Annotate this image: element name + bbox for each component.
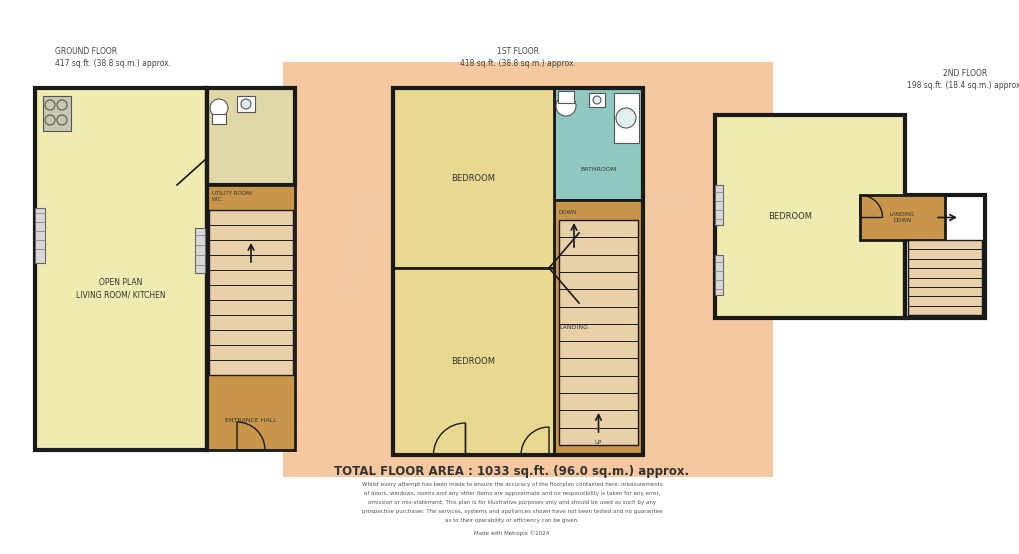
Text: LANDING: LANDING: [558, 325, 587, 330]
Bar: [207, 88, 294, 185]
Text: as to their operability or efficiency can be given.: as to their operability or efficiency ca…: [444, 518, 579, 523]
Bar: [714, 115, 904, 318]
Text: ENTRANCE HALL: ENTRANCE HALL: [225, 418, 276, 423]
Text: 2ND FLOOR
198 sq.ft. (18.4 sq.m.) approx.: 2ND FLOOR 198 sq.ft. (18.4 sq.m.) approx…: [906, 69, 1019, 90]
Bar: [195, 228, 205, 273]
Bar: [613, 93, 638, 143]
Text: omission or mis-statement. This plan is for illustrative purposes only and shoul: omission or mis-statement. This plan is …: [368, 500, 655, 505]
Text: Whilst every attempt has been made to ensure the accuracy of the floorplan conta: Whilst every attempt has been made to en…: [362, 482, 661, 487]
Text: GROUND FLOOR
417 sq.ft. (38.8 sq.m.) approx.: GROUND FLOOR 417 sq.ft. (38.8 sq.m.) app…: [55, 47, 171, 68]
Bar: [35, 208, 45, 263]
Text: prospective purchaser. The services, systems and appliances shown have not been : prospective purchaser. The services, sys…: [362, 509, 661, 514]
Bar: [392, 268, 553, 455]
Bar: [714, 255, 722, 295]
Bar: [209, 210, 292, 375]
Text: OPEN PLAN
LIVING ROOM/ KITCHEN: OPEN PLAN LIVING ROOM/ KITCHEN: [76, 278, 166, 300]
Bar: [907, 240, 981, 315]
Text: Made with Metropix ©2024: Made with Metropix ©2024: [474, 530, 549, 536]
Text: TOTAL FLOOR AREA : 1033 sq.ft. (96.0 sq.m.) approx.: TOTAL FLOOR AREA : 1033 sq.ft. (96.0 sq.…: [334, 465, 689, 479]
Text: BEDROOM: BEDROOM: [451, 173, 495, 182]
Bar: [859, 195, 944, 240]
Bar: [212, 114, 226, 124]
Bar: [392, 88, 642, 455]
Bar: [35, 88, 207, 450]
Bar: [282, 62, 772, 477]
Bar: [904, 195, 984, 318]
Circle shape: [210, 99, 228, 117]
Bar: [207, 185, 294, 450]
Circle shape: [592, 96, 600, 104]
Circle shape: [555, 96, 576, 116]
Circle shape: [615, 108, 636, 128]
Bar: [714, 185, 722, 225]
Bar: [236, 96, 255, 112]
Text: of doors, windows, rooms and any other items are approximate and no responsibili: of doors, windows, rooms and any other i…: [364, 491, 659, 496]
Circle shape: [240, 99, 251, 109]
Text: BATHROOM: BATHROOM: [580, 167, 616, 172]
Bar: [43, 96, 71, 131]
Bar: [558, 220, 637, 445]
Text: NOT: NOT: [331, 186, 692, 335]
Text: LANDING
DOWN: LANDING DOWN: [889, 212, 914, 223]
Text: BEDROOM: BEDROOM: [451, 357, 495, 366]
Text: UP: UP: [594, 440, 601, 445]
Bar: [392, 88, 553, 268]
Bar: [553, 88, 642, 200]
Bar: [588, 93, 604, 107]
Bar: [553, 200, 642, 455]
Text: BEDROOM: BEDROOM: [767, 212, 811, 221]
Text: DOWN: DOWN: [558, 210, 577, 215]
Text: UTILITY ROOM/
W.C.: UTILITY ROOM/ W.C.: [212, 190, 253, 202]
Text: 1ST FLOOR
418 sq.ft. (38.8 sq.m.) approx.: 1ST FLOOR 418 sq.ft. (38.8 sq.m.) approx…: [460, 47, 576, 68]
Bar: [557, 91, 574, 103]
